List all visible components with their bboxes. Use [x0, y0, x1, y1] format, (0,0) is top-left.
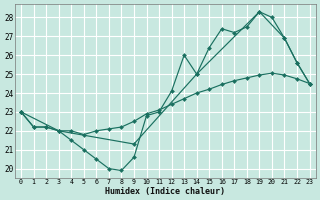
X-axis label: Humidex (Indice chaleur): Humidex (Indice chaleur) — [105, 187, 225, 196]
